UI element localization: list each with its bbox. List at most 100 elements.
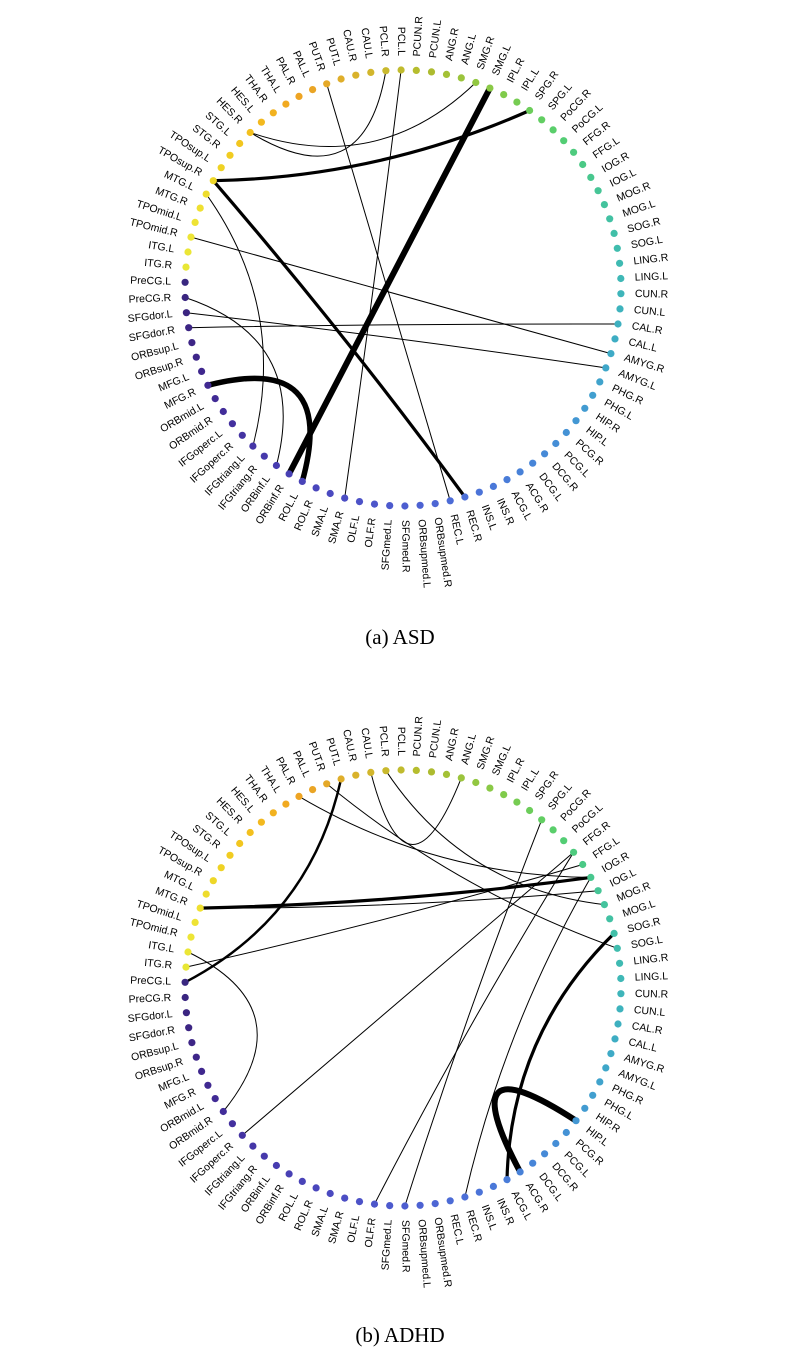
node-label-sfgdor-l: SFGdor.L [127,308,173,325]
node-dot-mfg-r [204,381,212,389]
node-dot-ifgtriang-l [249,1142,257,1150]
node-dot-stg-l [236,139,244,148]
edge-spg-l-sfgmed-r [404,819,543,1207]
node-dot-pcl-r [382,767,390,775]
node-dot-pcun-r [412,66,420,74]
node-dot-spg-l [538,816,546,824]
node-label-rec-r: REC.R [463,1209,484,1244]
node-label-olf-r: OLF.R [363,517,379,548]
edge-pcl-r-mog-r [385,770,605,906]
node-dot-orbsupmed-l [416,1201,424,1209]
edge-ffg-r-olf-r [374,851,575,1205]
node-dot-pal-l [309,786,317,794]
node-dot-mtg-l [202,890,210,898]
node-dot-orbsupmed-l [416,501,424,509]
edge-put-r-sog-l [326,783,618,949]
node-dot-rol-r [312,484,320,492]
node-dot-ling-l [617,274,625,283]
node-dot-orbsup-l [188,1039,196,1047]
node-dot-tpomid-r [187,233,195,241]
node-dot-cun-r [617,990,625,998]
node-dot-cau-r [352,771,360,779]
node-dot-sma-r [341,494,349,502]
edge-sfgdor-l-amyg-l [185,312,607,369]
node-label-ling-r: LING.R [633,952,670,968]
node-dot-ifgoperc-l [228,1120,236,1128]
edge-tpomid-r-amyg-r [190,236,612,355]
node-label-cun-l: CUN.L [633,304,666,319]
node-dot-acg-r [516,1168,524,1176]
node-dot-mtg-l [202,190,210,198]
edge-ffg-r-ifgoperc-r [241,851,575,1136]
node-dot-ins-r [489,482,497,490]
node-dot-ling-l [617,974,625,983]
edges [183,770,618,1207]
node-label-olf-l: OLF.L [345,1214,362,1244]
node-dot-pcun-r [412,766,420,775]
node-dot-ipl-r [500,791,508,799]
node-dot-hip-r [581,1104,589,1112]
node-dot-ins-l [475,1188,483,1196]
node-label-cun-l: CUN.L [633,1004,666,1019]
node-dot-tha-r [269,109,277,117]
edge-smg-l-orbinf-r [286,85,493,477]
node-dot-itg-r [182,963,190,971]
node-dot-ipl-l [513,798,521,806]
node-dot-ffg-l [579,160,587,169]
node-dot-orbinf-l [272,461,280,470]
node-label-pcun-l: PCUN.L [427,719,444,759]
node-dot-rol-l [298,477,306,485]
edge-pal-r-iog-r [298,795,592,878]
node-dot-smg-r [472,78,480,87]
node-dot-pal-r [295,792,303,801]
node-label-sma-r: SMA.R [326,1210,347,1246]
node-dot-mtg-r [196,204,204,212]
node-dot-mfg-l [198,367,206,375]
node-label-cal-l: CAL.L [627,1036,658,1055]
node-label-precg-l: PreCG.L [130,975,171,988]
node-dot-ifgoperc-r [238,431,246,439]
edge-itg-r-ffg-l [185,864,584,968]
node-label-ang-r: ANG.R [443,26,461,61]
node-label-orbsupmed-l: ORBsupmed.L [415,519,432,589]
node-dot-spg-r [526,806,534,815]
node-label-pcun-r: PCUN.R [411,715,425,756]
node-dot-stg-r [226,151,234,159]
node-dot-ifgoperc-l [228,420,236,428]
node-label-rec-l: REC.L [448,513,466,546]
node-dot-hes-l [257,118,265,126]
node-label-orbsupmed-l: ORBsupmed.L [415,1219,432,1289]
node-dot-sfgdor-l [182,1009,190,1017]
node-dot-ang-l [457,774,465,782]
node-dot-pal-l [309,86,317,94]
node-dot-tpomid-l [191,218,199,226]
edge-smg-r-hes-r [249,82,477,147]
node-dot-orbmid-l [211,395,219,403]
caption-adhd: (b) ADHD [355,1323,444,1347]
node-dot-hip-l [572,417,580,425]
node-dot-acg-l [503,1176,511,1184]
node-dot-phg-l [589,1091,597,1099]
node-dot-tposup-l [217,864,225,872]
node-label-cal-r: CAL.R [631,320,664,337]
node-dot-put-r [323,780,331,788]
node-label-precg-l: PreCG.L [130,275,171,288]
node-dot-orbinf-r [285,1170,293,1178]
node-label-pcl-l: PCL.L [395,27,407,56]
node-dot-ifgoperc-r [238,1131,246,1139]
node-dot-orbinf-l [272,1161,280,1170]
node-label-sog-r: SOG.R [626,215,662,235]
node-label-ling-l: LING.L [635,970,669,983]
node-dot-spg-l [538,116,546,124]
node-dot-put-r [323,80,331,88]
node-label-pcl-r: PCL.R [377,25,391,57]
node-dot-olf-r [370,1200,379,1208]
node-label-precg-r: PreCG.R [128,992,171,1006]
node-dot-iog-r [587,173,595,181]
node-dot-tpomid-r [187,933,195,941]
edge-mtg-r-iog-l [199,890,599,909]
node-dot-tposup-r [209,877,217,885]
node-dot-hes-l [257,818,265,826]
node-label-ling-l: LING.L [635,270,669,283]
node-dot-acg-l [503,476,511,484]
